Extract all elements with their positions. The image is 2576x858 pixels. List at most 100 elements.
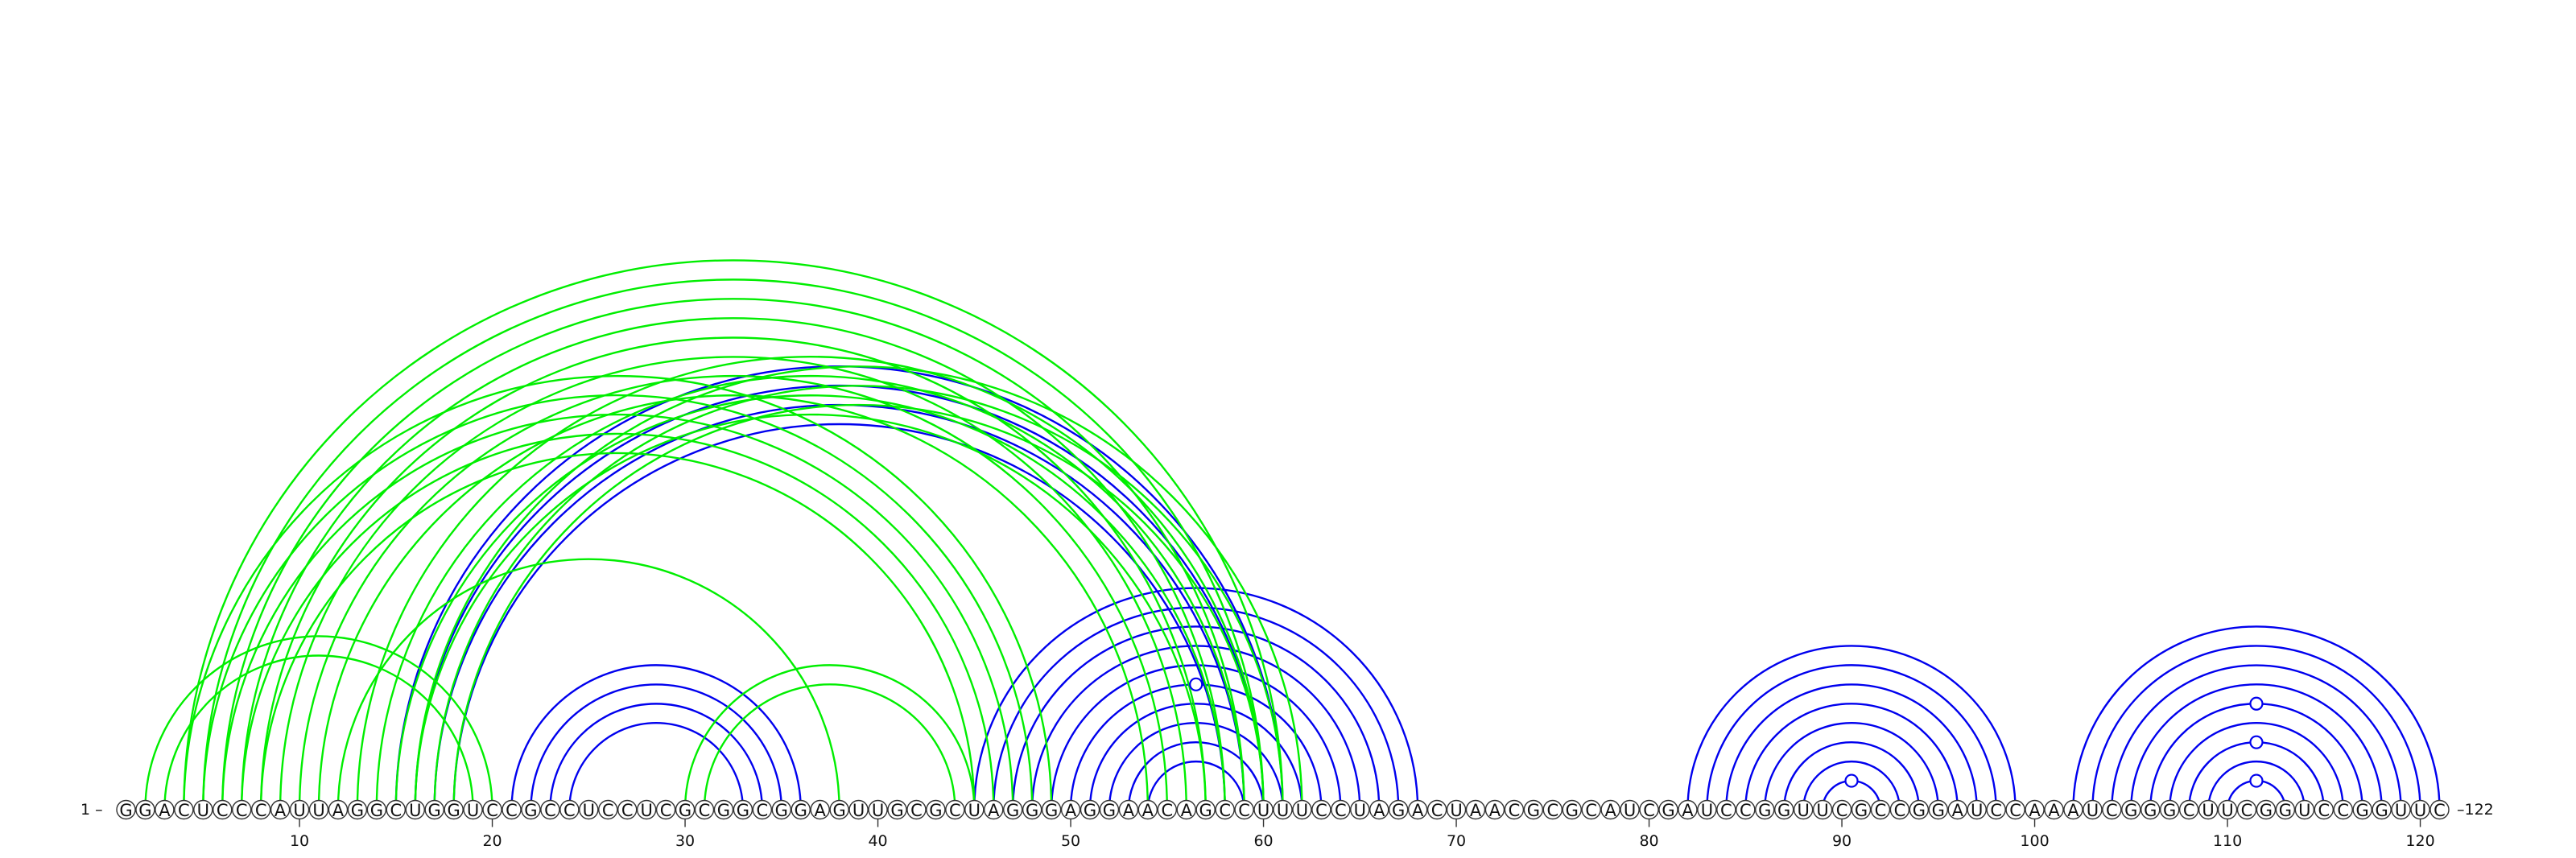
nucleotide-circle (771, 799, 791, 820)
nucleotide-letter: A (1604, 801, 1616, 820)
nucleotide-circle (2005, 799, 2025, 820)
nucleotide-83: U (1697, 799, 1717, 820)
nucleotide-circle (926, 799, 946, 820)
nucleotide-54: A (1137, 799, 1158, 820)
nucleotide-34: C (752, 799, 773, 820)
nucleotide-circle (1369, 799, 1389, 820)
nucleotide-letter: G (679, 801, 691, 820)
nucleotide-letter: U (583, 801, 595, 820)
blue-base-pair-arc (2111, 664, 2402, 811)
nucleotide-letter: G (1006, 801, 1019, 820)
nucleotide-39: U (848, 799, 869, 820)
nucleotide-circle (2102, 799, 2122, 820)
nucleotide-circle (984, 799, 1004, 820)
nucleotide-circle (617, 799, 638, 820)
nucleotide-77: C (1581, 799, 1601, 820)
loop-marker (2249, 773, 2264, 788)
nucleotide-60: U (1253, 799, 1274, 820)
nucleotide-93: C (1889, 799, 1910, 820)
green-base-pair-arc (163, 654, 474, 811)
blue-base-pair-arc (1012, 625, 1381, 811)
nucleotide-letter: C (1546, 801, 1558, 820)
green-base-pair-arc (394, 394, 1226, 811)
blue-base-pair-arc (1127, 741, 1265, 811)
nucleotide-circle (1350, 799, 1370, 820)
green-base-pair-arc (336, 558, 840, 811)
nucleotide-44: C (945, 799, 965, 820)
nucleotide-letter: C (1585, 801, 1597, 820)
nucleotide-circle (579, 799, 599, 820)
nucleotide-letter: C (1161, 801, 1173, 820)
nucleotide-letter: G (448, 801, 460, 820)
nucleotide-circle (347, 799, 368, 820)
nucleotide-letter: G (737, 801, 749, 820)
nucleotide-circle (1523, 799, 1544, 820)
nucleotide-circle (2121, 799, 2141, 820)
nucleotide-letter: G (2163, 801, 2176, 820)
axis-tick-label: 20 (482, 832, 502, 850)
nucleotide-46: A (984, 799, 1004, 820)
nucleotide-letter: G (524, 801, 537, 820)
nucleotide-13: G (347, 799, 368, 820)
nucleotide-circle (1504, 799, 1525, 820)
nucleotide-letter: C (699, 801, 711, 820)
nucleotide-circle (1234, 799, 1254, 820)
nucleotide-62: U (1292, 799, 1312, 820)
nucleotide-letter: C (1431, 801, 1443, 820)
nucleotide-letter: U (1816, 801, 1828, 820)
nucleotide-56: A (1176, 799, 1196, 820)
nucleotide-letter: G (1913, 801, 1926, 820)
nucleotide-71: A (1465, 799, 1486, 820)
blue-base-pair-arc (1802, 760, 1901, 811)
loop-marker (2249, 735, 2264, 749)
nucleotide-letter: A (332, 801, 345, 820)
nucleotide-57: G (1195, 799, 1216, 820)
nucleotide-32: G (713, 799, 734, 820)
nucleotide-letter: A (1373, 801, 1385, 820)
nucleotide-letter: U (1296, 801, 1308, 820)
nucleotide-letter: G (1527, 801, 1540, 820)
nucleotide-25: U (579, 799, 599, 820)
nucleotide-42: C (906, 799, 927, 820)
nucleotide-circle (2083, 799, 2103, 820)
nucleotide-circle (1195, 799, 1216, 820)
nucleotide-10: U (289, 799, 310, 820)
nucleotide-circle (521, 799, 541, 820)
nucleotide-letter: G (2279, 801, 2292, 820)
axis-tick-label: 120 (2405, 832, 2434, 850)
axis-tick-label: 70 (1447, 832, 1466, 850)
nucleotide-3: A (155, 799, 175, 820)
nucleotide-8: C (250, 799, 271, 820)
green-base-pair-arc (259, 452, 976, 811)
nucleotide-circle (116, 799, 136, 820)
nucleotide-circle (1755, 799, 1775, 820)
nucleotide-letter: G (1566, 801, 1579, 820)
green-base-pair-arc (202, 394, 1034, 811)
nucleotide-24: C (559, 799, 580, 820)
nucleotide-letter: U (640, 801, 652, 820)
nucleotide-circle (887, 799, 907, 820)
nucleotide-58: C (1215, 799, 1235, 820)
nucleotide-letter: C (1643, 801, 1655, 820)
nucleotide-circle (1773, 799, 1794, 820)
nucleotide-12: A (328, 799, 349, 820)
nucleotide-letter: U (1277, 801, 1289, 820)
nucleotide-88: U (1793, 799, 1814, 820)
nucleotide-70: U (1446, 799, 1467, 820)
nucleotide-63: C (1311, 799, 1331, 820)
nucleotide-circle (848, 799, 869, 820)
nucleotide-circle (250, 799, 271, 820)
nucleotide-circle (1292, 799, 1312, 820)
nucleotide-letter: U (968, 801, 980, 820)
nucleotide-circle (694, 799, 715, 820)
nucleotide-letter: A (2048, 801, 2060, 820)
nucleotide-73: C (1504, 799, 1525, 820)
green-base-pair-arc (452, 403, 1265, 811)
nucleotide-letter: G (1084, 801, 1096, 820)
nucleotide-circle (945, 799, 965, 820)
nucleotide-circle (405, 799, 425, 820)
nucleotide-45: U (964, 799, 985, 820)
nucleotide-65: U (1350, 799, 1370, 820)
nucleotide-85: C (1736, 799, 1756, 820)
